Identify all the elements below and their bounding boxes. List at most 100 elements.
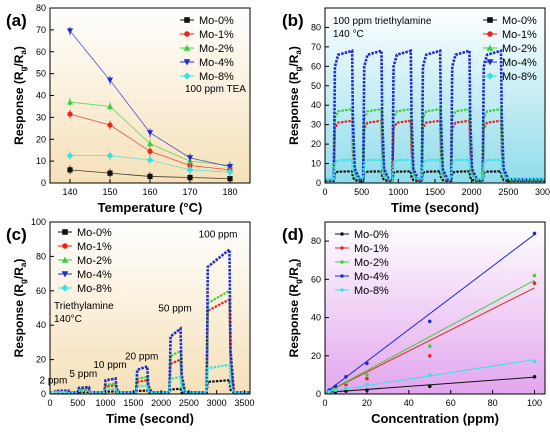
legend-label-Mo-0%: Mo-0% (199, 15, 234, 27)
plot-area (66, 26, 234, 183)
y-tick-label: 40 (311, 313, 321, 323)
x-tick-label: 1500 (123, 398, 143, 408)
legend-label-Mo-4%: Mo-4% (354, 271, 389, 283)
data-point (427, 344, 432, 349)
step-label: 100 ppm (199, 229, 238, 240)
x-tick-label: 0 (322, 398, 327, 408)
fit-line-Mo-2% (325, 279, 535, 394)
legend-marker (340, 288, 344, 292)
data-point (146, 140, 154, 147)
data-point (327, 389, 331, 394)
legend-marker (184, 31, 190, 37)
x-tick-label: 1000 (96, 398, 116, 408)
step-label: 50 ppm (158, 303, 191, 314)
step-label: 20 ppm (125, 352, 158, 363)
step-label: 2 ppm (39, 376, 67, 387)
data-point (186, 166, 194, 174)
y-tick-label: 80 (36, 251, 46, 261)
y-tick-label: 70 (311, 42, 321, 52)
data-point (365, 373, 369, 377)
legend-marker (183, 72, 191, 80)
data-point (427, 373, 432, 377)
series-trace-Mo-0% (325, 170, 545, 183)
fit-line-Mo-4% (325, 234, 535, 394)
legend-marker (487, 17, 493, 23)
y-axis-label: Response (Rg/Ra) (287, 46, 303, 145)
step-label: 10 ppm (93, 360, 126, 371)
x-tick-label: 150 (102, 187, 117, 197)
annotation-text: Triethylamine (54, 301, 114, 312)
x-tick-label: 2500 (498, 187, 518, 197)
plot-frame (49, 221, 251, 395)
data-point (67, 111, 73, 117)
data-point (227, 176, 233, 182)
annotation-text: 100 ppm triethylamine (333, 16, 432, 27)
y-tick-label: 60 (36, 47, 46, 57)
y-tick-label: 40 (311, 100, 321, 110)
legend-marker (340, 260, 344, 264)
legend-label-Mo-2%: Mo-2% (502, 43, 537, 55)
data-point (344, 386, 348, 391)
y-tick-label: 0 (316, 178, 321, 188)
legend-label-Mo-0%: Mo-0% (502, 15, 537, 27)
legend: Mo-0% Mo-1% Mo-2% Mo-4% Mo-8% (58, 227, 112, 295)
x-tick-label: 1000 (388, 187, 408, 197)
y-tick-label: 80 (311, 22, 321, 32)
fit-line-Mo-1% (325, 287, 535, 394)
legend-label-Mo-8%: Mo-8% (77, 283, 112, 295)
data-point (365, 376, 369, 381)
data-point (365, 361, 369, 366)
data-point (66, 152, 74, 160)
annotation-text: 100 ppm TEA (185, 84, 246, 95)
y-tick-label: 70 (36, 25, 46, 35)
legend-label-Mo-1%: Mo-1% (502, 29, 537, 41)
legend-label-Mo-4%: Mo-4% (502, 57, 537, 69)
data-point (66, 28, 74, 35)
y-tick-label: 30 (311, 120, 321, 130)
x-axis-label: Temperature (°C) (98, 200, 203, 215)
y-tick-label: 40 (36, 91, 46, 101)
annotation-text: 140°C (54, 314, 82, 325)
legend-label-Mo-8%: Mo-8% (502, 71, 537, 83)
data-point (187, 174, 193, 181)
data-point (147, 173, 153, 180)
plot-area (50, 246, 250, 394)
data-point (106, 152, 114, 160)
y-axis-label: Response (Rg/Ra) (287, 259, 303, 358)
x-tick-label: 2500 (179, 398, 199, 408)
panel-a: 140 150 160 170 180 0 10 20 30 40 50 60 70 80 Temperat… (6, 3, 251, 215)
y-axis-label: Response (Rg/Ra) (12, 46, 28, 145)
annotation-text: 140 °C (333, 29, 364, 40)
legend-marker (486, 59, 494, 66)
data-point (344, 389, 348, 393)
plot-area (325, 231, 537, 394)
data-point (427, 319, 432, 324)
y-tick-label: 10 (36, 156, 46, 166)
legend-marker (340, 232, 344, 236)
y-tick-label: 80 (311, 236, 321, 246)
legend-marker (61, 284, 69, 292)
panel-b: 0 500 1000 1500 2000 2500 3000 0 10 20 30 40 50 60 70 8… (282, 7, 550, 215)
x-tick-label: 100 (527, 398, 542, 408)
y-tick-label: 100 (31, 217, 46, 227)
data-point (532, 231, 537, 236)
legend-label-Mo-2%: Mo-2% (77, 255, 112, 267)
panel-label: (d) (282, 225, 304, 244)
data-point (147, 148, 153, 154)
y-tick-label: 80 (36, 3, 46, 13)
y-tick-label: 20 (311, 139, 321, 149)
data-point (532, 375, 537, 379)
data-point (427, 353, 432, 358)
legend-marker (487, 31, 493, 37)
plot-background (50, 222, 250, 394)
series-trace-Mo-8% (325, 158, 545, 180)
legend-marker (62, 243, 68, 249)
x-tick-label: 170 (182, 187, 197, 197)
legend-marker (184, 17, 190, 23)
panel-label: (c) (6, 225, 27, 244)
x-tick-label: 1500 (425, 187, 445, 197)
y-tick-label: 0 (41, 389, 46, 399)
data-point (66, 98, 74, 105)
x-tick-label: 2000 (151, 398, 171, 408)
